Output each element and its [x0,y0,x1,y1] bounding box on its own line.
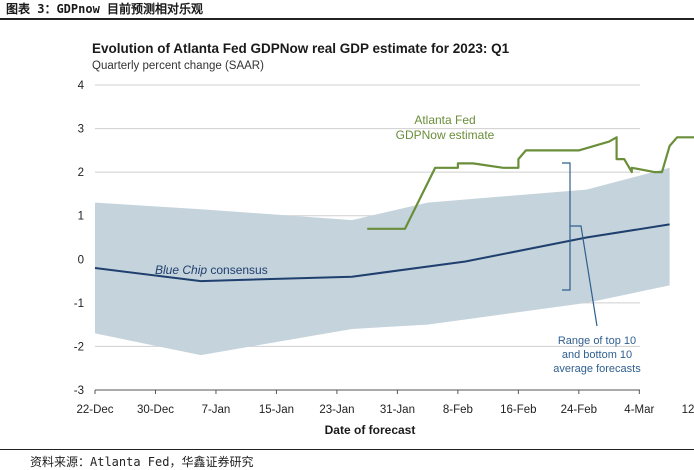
y-tick-label: -2 [74,341,84,353]
y-tick-label: 3 [78,124,84,136]
x-tick-label: 7-Jan [202,404,231,416]
x-tick-label: 8-Feb [443,404,473,416]
x-tick-label: 30-Dec [137,404,174,416]
y-tick-label: 0 [78,254,84,266]
gdpnow-label-line2: GDPNow estimate [396,128,495,142]
y-tick-label: 4 [78,80,85,92]
bluechip-label: Blue Chip consensus [155,263,268,277]
bluechip-consensus-line [94,223,670,283]
range-band-area [95,167,670,356]
gdpnow-estimate-line [367,136,694,230]
x-tick-label: 31-Jan [380,404,415,416]
bluechip-label-italic: Blue Chip [155,263,207,277]
chart-title: Evolution of Atlanta Fed GDPNow real GDP… [92,41,510,56]
x-tick-label: 16-Feb [500,404,536,416]
range-label-line1: Range of top 10 [558,335,636,347]
x-axis-ticks: 22-Dec 30-Dec 7-Jan 15-Jan 23-Jan 31-Jan 8-Feb… [76,390,694,416]
x-tick-label: 12-Mar [682,404,694,416]
forecast-range-band [95,167,670,356]
chart-subtitle: Quarterly percent change (SAAR) [92,60,264,72]
x-tick-label: 24-Feb [561,404,597,416]
bluechip-label-rest: consensus [207,263,268,277]
range-leader-line [570,225,598,327]
bottom-divider [0,449,694,450]
y-tick-label: 2 [78,167,84,179]
x-tick-label: 23-Jan [319,404,354,416]
y-tick-label: -1 [74,298,84,310]
range-label-line2: and bottom 10 [562,349,632,361]
x-tick-label: 15-Jan [259,404,294,416]
x-tick-label: 4-Mar [624,404,654,416]
y-axis-ticks: 4 3 2 1 0 -1 -2 -3 [74,80,85,397]
figure-caption: 图表 3：GDPnow 目前预测相对乐观 [6,2,204,16]
series-lines [94,136,694,283]
source-note: 资料来源：Atlanta Fed，华鑫证券研究 [30,455,254,469]
gdpnow-label-line1: Atlanta Fed [414,113,475,127]
x-tick-label: 22-Dec [76,404,113,416]
top-divider [0,18,694,20]
range-label-line3: average forecasts [553,363,641,375]
y-tick-label: 1 [78,211,84,223]
y-tick-label: -3 [74,385,84,397]
x-axis-label: Date of forecast [325,423,416,437]
